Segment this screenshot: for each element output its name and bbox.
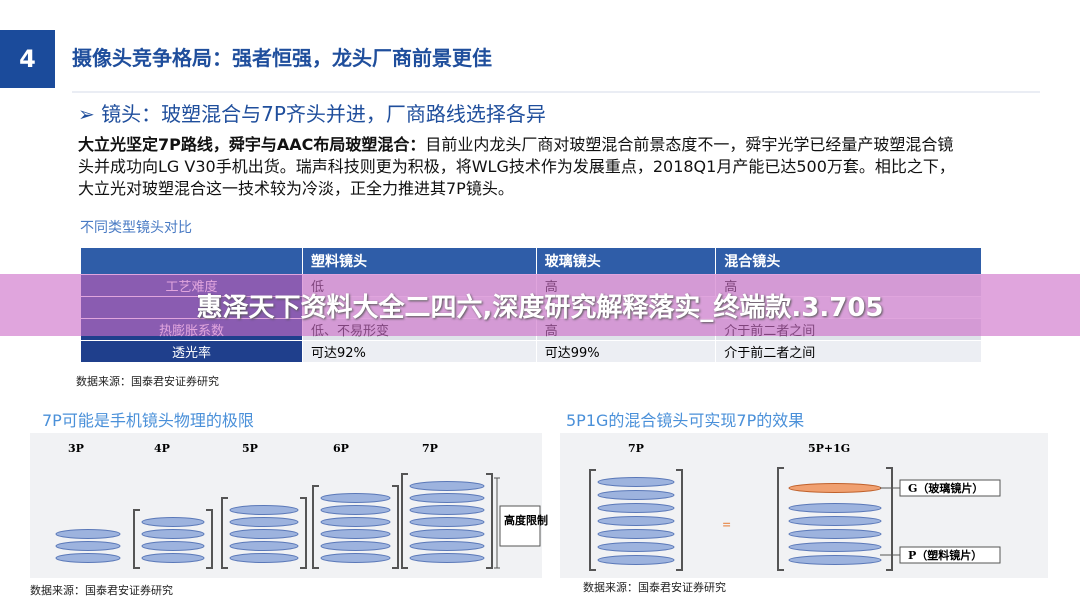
limit-arrow bbox=[494, 477, 500, 569]
table-title: 不同类型镜头对比 bbox=[80, 220, 192, 236]
cell: 可达99% bbox=[535, 340, 717, 363]
lens-label: 7P bbox=[422, 442, 438, 455]
limit-box bbox=[499, 505, 541, 547]
lens bbox=[320, 529, 391, 539]
panel-title: 5P1G的混合镜头可实现7P的效果 bbox=[566, 411, 805, 430]
lens bbox=[788, 516, 882, 526]
lens bbox=[141, 541, 205, 551]
slide-title: 摄像头竞争格局：强者恒强，龙头厂商前景更佳 bbox=[72, 46, 492, 70]
bracket bbox=[221, 497, 307, 569]
lens bbox=[788, 503, 882, 513]
lens bbox=[409, 529, 485, 539]
lens bbox=[409, 541, 485, 551]
lens-label: 7P bbox=[628, 442, 644, 455]
cell: 介于前二者之间 bbox=[715, 340, 982, 363]
lens bbox=[597, 503, 675, 513]
lens bbox=[788, 483, 882, 493]
lens-label: 5P+1G bbox=[808, 442, 850, 455]
lens bbox=[141, 529, 205, 539]
lens bbox=[229, 553, 299, 563]
lens bbox=[320, 517, 391, 527]
bracket bbox=[401, 473, 493, 569]
cell: 可达92% bbox=[302, 340, 537, 363]
p-box bbox=[899, 546, 1001, 564]
source: 数据来源：国泰君安证券研究 bbox=[583, 581, 726, 594]
lens bbox=[229, 541, 299, 551]
table-row: 透光率 可达92% 可达99% 介于前二者之间 bbox=[80, 340, 982, 363]
lens bbox=[55, 529, 121, 539]
banner: 惠泽天下资料大全二四六,深度研究解释落实_终端款.3.705 bbox=[0, 274, 1080, 336]
header-cell: 混合镜头 bbox=[715, 247, 982, 275]
paragraph: 大立光坚定7P路线，舜宇与AAC布局玻塑混合：目前业内龙头厂商对玻塑混合前景态度… bbox=[78, 134, 958, 200]
lens bbox=[320, 541, 391, 551]
bracket bbox=[777, 467, 893, 571]
height-limit-text: 高度限制 bbox=[504, 513, 548, 527]
lens bbox=[788, 542, 882, 552]
lens bbox=[409, 481, 485, 491]
lens bbox=[409, 517, 485, 527]
bracket bbox=[312, 485, 399, 569]
lens bbox=[597, 516, 675, 526]
lens bbox=[597, 555, 675, 565]
section-number: 4 bbox=[0, 30, 55, 88]
lens bbox=[320, 505, 391, 515]
header-row: 塑料镜头 玻璃镜头 混合镜头 bbox=[80, 247, 982, 275]
height-limit: 高度限制 bbox=[504, 513, 548, 527]
row-label: 透光率 bbox=[80, 340, 303, 363]
lens bbox=[229, 505, 299, 515]
g-box bbox=[899, 479, 1001, 497]
lens bbox=[320, 553, 391, 563]
bullet: ➢ 镜头：玻塑混合与7P齐头并进，厂商路线选择各异 bbox=[78, 102, 546, 126]
bracket bbox=[133, 509, 213, 569]
bracket bbox=[589, 469, 683, 571]
header-cell: 塑料镜头 bbox=[302, 247, 537, 275]
lens bbox=[597, 542, 675, 552]
lens bbox=[141, 553, 205, 563]
lens bbox=[597, 490, 675, 500]
lens bbox=[320, 493, 391, 503]
body: 目前业内龙头厂商对玻塑混合前景态度不一，舜宇光学已经量产玻塑混合镜头并成功向LG… bbox=[78, 135, 955, 198]
header-cell bbox=[80, 247, 303, 275]
equals: = bbox=[722, 518, 731, 531]
lens bbox=[409, 505, 485, 515]
lens-label: 3P bbox=[68, 442, 84, 455]
panel-title: 7P可能是手机镜头物理的极限 bbox=[42, 411, 254, 430]
plastic-label: P（塑料镜片） bbox=[908, 548, 982, 562]
source: 数据来源：国泰君安证券研究 bbox=[30, 584, 173, 597]
lens bbox=[597, 477, 675, 487]
lead: 大立光坚定7P路线，舜宇与AAC布局玻塑混合： bbox=[78, 135, 426, 154]
callout bbox=[880, 487, 900, 556]
lens bbox=[409, 493, 485, 503]
lens bbox=[229, 517, 299, 527]
lens bbox=[55, 541, 121, 551]
lens bbox=[788, 529, 882, 539]
lens-label: 4P bbox=[154, 442, 170, 455]
lens bbox=[597, 529, 675, 539]
lens bbox=[229, 529, 299, 539]
source: 数据来源：国泰君安证券研究 bbox=[76, 375, 219, 388]
lens-label: 5P bbox=[242, 442, 258, 455]
glass-label: G（玻璃镜片） bbox=[908, 481, 983, 495]
lens bbox=[788, 555, 882, 565]
bullet-text: 镜头：玻塑混合与7P齐头并进，厂商路线选择各异 bbox=[101, 102, 546, 126]
lens bbox=[409, 553, 485, 563]
lens-label: 6P bbox=[333, 442, 349, 455]
lens bbox=[55, 553, 121, 563]
lens bbox=[141, 517, 205, 527]
header-cell: 玻璃镜头 bbox=[535, 247, 717, 275]
